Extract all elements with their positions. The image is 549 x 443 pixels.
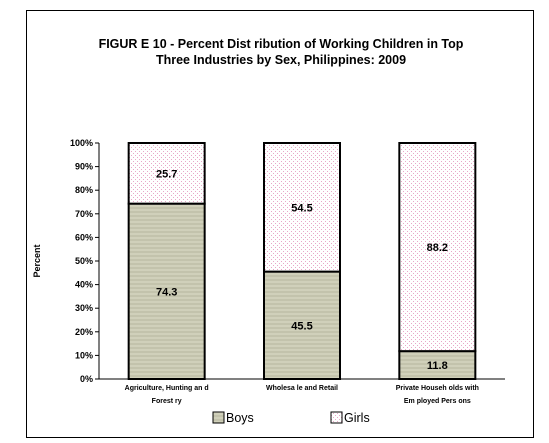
bar-girls <box>398 142 477 353</box>
category-label: Private Househ olds with <box>396 385 479 392</box>
x-axis-categories: Agriculture, Hunting an d Forest ry Wholes… <box>125 385 479 405</box>
chart-frame: FIGUR E 10 - Percent Dist ribution of Wo… <box>26 10 534 438</box>
data-label-girls: 88.2 <box>427 242 448 254</box>
bar-girls <box>127 142 206 205</box>
y-tick-label: 70% <box>75 209 93 219</box>
legend-swatch-girls <box>330 411 343 424</box>
y-tick-label: 100% <box>70 138 93 148</box>
category-label: Agriculture, Hunting an d <box>125 385 209 392</box>
y-tick-label: 80% <box>75 185 93 195</box>
legend-swatch-boys <box>212 411 225 424</box>
data-label-boys: 74.3 <box>156 286 177 298</box>
data-labels: 74.3 25.7 45.5 54.5 11.8 88.2 <box>156 168 448 372</box>
chart-title: FIGUR E 10 - Percent Dist ribution of Wo… <box>99 37 464 67</box>
y-tick-label: 90% <box>75 162 93 172</box>
y-tick-label: 40% <box>75 280 93 290</box>
bar-boys <box>127 202 206 380</box>
title-line: FIGUR E 10 - Percent Dist ribution of Wo… <box>99 37 464 51</box>
bar-girls <box>263 142 341 273</box>
legend: Boys Girls <box>212 411 370 425</box>
data-label-girls: 25.7 <box>156 168 177 180</box>
y-tick-label: 50% <box>75 256 93 266</box>
data-label-girls: 54.5 <box>291 202 312 214</box>
title-line: Three Industries by Sex, Philippines: 20… <box>156 53 406 67</box>
legend-label-boys: Boys <box>226 411 254 425</box>
y-tick-label: 30% <box>75 303 93 313</box>
stacked-bar-chart: FIGUR E 10 - Percent Dist ribution of Wo… <box>32 37 505 425</box>
legend-label-girls: Girls <box>344 411 370 425</box>
bar-boys <box>398 350 477 381</box>
y-axis-label: Percent <box>32 244 42 277</box>
data-label-boys: 45.5 <box>291 320 312 332</box>
y-tick-label: 10% <box>75 350 93 360</box>
bar-boys <box>263 270 341 380</box>
y-tick-label: 0% <box>80 374 93 384</box>
category-label: Forest ry <box>152 398 182 405</box>
y-tick-label: 60% <box>75 232 93 242</box>
y-tick-label: 20% <box>75 327 93 337</box>
data-label-boys: 11.8 <box>427 360 448 372</box>
bars <box>127 142 477 381</box>
category-label: Em ployed Pers ons <box>404 398 471 405</box>
category-label: Wholesa le and Retail <box>266 385 338 392</box>
